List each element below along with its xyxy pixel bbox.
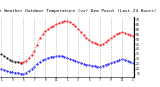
- Text: Milwaukee Weather Outdoor Temperature (vs) Dew Point (Last 24 Hours): Milwaukee Weather Outdoor Temperature (v…: [0, 9, 156, 13]
